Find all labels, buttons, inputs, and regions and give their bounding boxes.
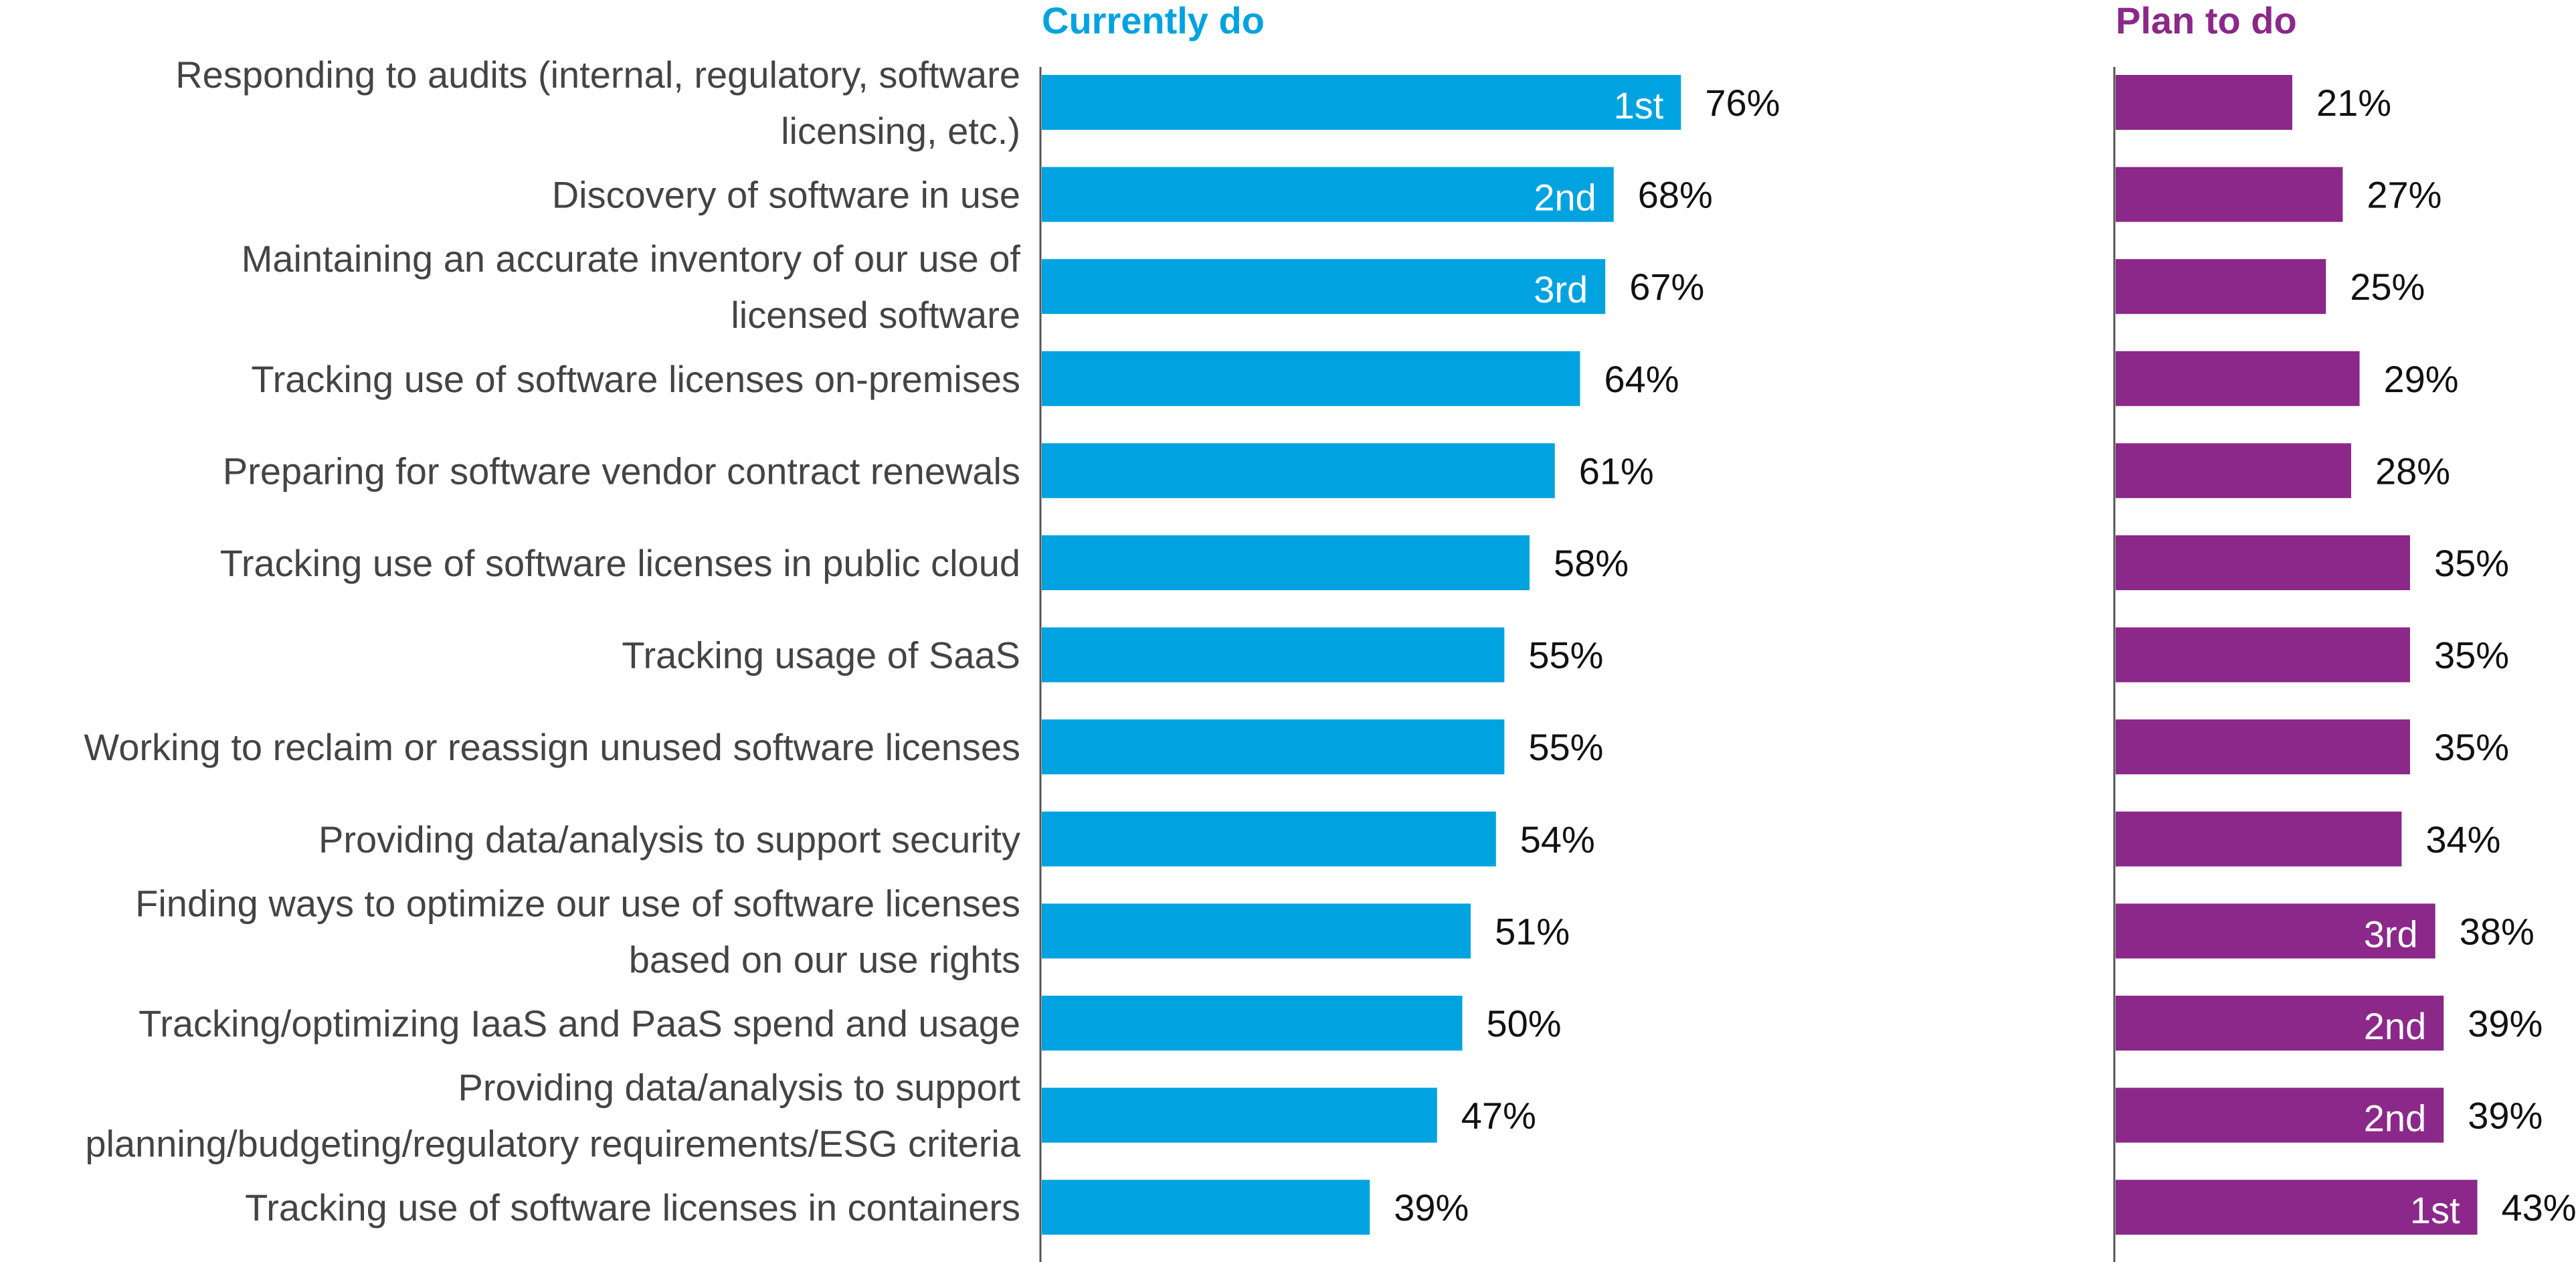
category-label: Discovery of software in use xyxy=(552,174,1020,216)
bar xyxy=(2116,1087,2444,1143)
category-labels: Responding to audits (internal, regulato… xyxy=(84,54,1020,1229)
category-label: based on our use rights xyxy=(629,938,1020,980)
value-label: 29% xyxy=(2384,358,2459,400)
value-label: 50% xyxy=(1487,1002,1562,1045)
bar xyxy=(1042,351,1580,406)
category-label: Tracking use of software licenses in pub… xyxy=(220,542,1020,584)
bar xyxy=(2116,443,2351,499)
value-label: 64% xyxy=(1604,358,1679,400)
category-label: Tracking usage of SaaS xyxy=(622,634,1020,677)
category-label: Maintaining an accurate inventory of our… xyxy=(242,238,1021,280)
bar xyxy=(1042,996,1463,1051)
rank-label: 3rd xyxy=(1534,268,1588,310)
panel-title-currently-do: Currently do xyxy=(1042,0,1265,41)
value-label: 35% xyxy=(2434,726,2509,768)
bar xyxy=(1042,719,1505,775)
bar xyxy=(1042,1180,1370,1235)
rank-label: 2nd xyxy=(1534,177,1596,219)
value-label: 58% xyxy=(1554,542,1629,584)
value-label: 55% xyxy=(1528,634,1603,677)
value-label: 76% xyxy=(1705,82,1780,124)
bar xyxy=(1042,1087,1437,1143)
value-label: 68% xyxy=(1638,174,1713,216)
value-label: 54% xyxy=(1520,818,1595,861)
category-label: Working to reclaim or reassign unused so… xyxy=(84,726,1020,768)
category-label: planning/budgeting/regulatory requiremen… xyxy=(85,1123,1021,1165)
bar xyxy=(1042,811,1496,867)
value-label: 51% xyxy=(1495,910,1570,952)
category-label: Tracking use of software licenses on-pre… xyxy=(251,358,1020,400)
value-label: 43% xyxy=(2502,1186,2576,1229)
value-label: 39% xyxy=(2468,1002,2543,1045)
value-label: 61% xyxy=(1579,450,1654,492)
category-label: Tracking use of software licenses in con… xyxy=(245,1186,1020,1229)
bar xyxy=(1042,627,1505,683)
category-label: Finding ways to optimize our use of soft… xyxy=(135,882,1020,924)
value-label: 28% xyxy=(2375,450,2450,492)
value-label: 39% xyxy=(1394,1186,1469,1229)
bar xyxy=(2116,351,2360,406)
bar xyxy=(2116,996,2444,1051)
category-label: Responding to audits (internal, regulato… xyxy=(175,54,1020,96)
bar xyxy=(2116,719,2410,775)
category-label: Providing data/analysis to support xyxy=(458,1067,1021,1109)
rank-label: 1st xyxy=(2410,1189,2460,1231)
bar xyxy=(2116,167,2343,222)
bar xyxy=(1042,443,1555,499)
category-label: licensing, etc.) xyxy=(781,110,1020,152)
bar xyxy=(2116,627,2410,683)
category-label: Providing data/analysis to support secur… xyxy=(318,818,1020,861)
value-label: 38% xyxy=(2460,910,2535,952)
rank-label: 2nd xyxy=(2364,1005,2426,1047)
value-label: 25% xyxy=(2350,266,2425,308)
rank-label: 2nd xyxy=(2364,1097,2426,1140)
value-label: 39% xyxy=(2468,1095,2543,1137)
bar xyxy=(2116,535,2410,590)
category-label: Preparing for software vendor contract r… xyxy=(223,450,1020,492)
value-label: 27% xyxy=(2367,174,2442,216)
bar xyxy=(2116,811,2402,867)
plan-to-do-panel: 21% 27% 25% 29% 28% 35% 35% 35% 34% 38% 3rd 39% 2nd 3… xyxy=(2113,67,2576,1262)
value-label: 55% xyxy=(1528,726,1603,768)
value-label: 21% xyxy=(2316,82,2391,124)
bar xyxy=(1042,903,1471,959)
rank-label: 1st xyxy=(1614,84,1664,126)
value-label: 67% xyxy=(1629,266,1704,308)
category-label: licensed software xyxy=(731,294,1020,336)
bar xyxy=(2116,1180,2478,1235)
panel-title-plan-to-do: Plan to do xyxy=(2116,0,2297,41)
rank-label: 3rd xyxy=(2364,913,2418,955)
value-label: 35% xyxy=(2434,634,2509,677)
value-label: 35% xyxy=(2434,542,2509,584)
bar xyxy=(1042,535,1530,590)
bar xyxy=(2116,259,2326,314)
bar xyxy=(1042,167,1614,222)
bar xyxy=(1042,75,1681,130)
value-label: 47% xyxy=(1461,1095,1536,1137)
bar xyxy=(2116,903,2435,959)
bar xyxy=(1042,259,1606,314)
category-label: Tracking/optimizing IaaS and PaaS spend … xyxy=(139,1002,1020,1045)
bar xyxy=(2116,75,2292,130)
currently-do-panel: 76% 1st 68% 2nd 67% 3rd 64% 61% 58% 55% 55% 54% 51% 5… xyxy=(1039,67,1780,1262)
value-label: 34% xyxy=(2425,818,2500,861)
